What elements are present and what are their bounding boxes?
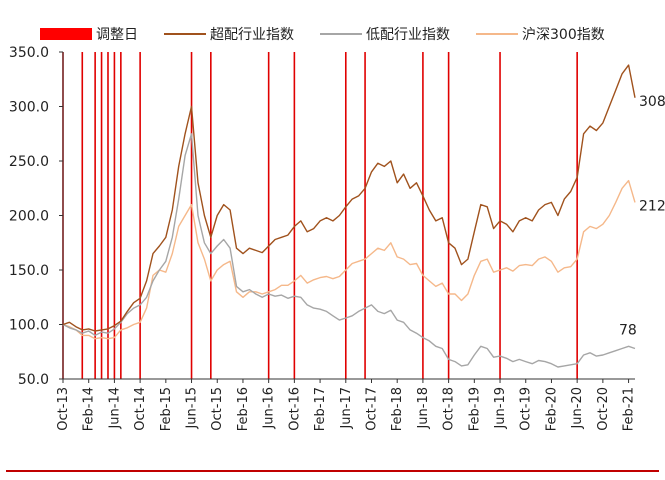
- legend-label-adjust: 调整日: [96, 27, 138, 43]
- end-label-high: 308: [639, 94, 665, 110]
- y-tick-label: 100.0: [9, 318, 49, 334]
- x-tick-label: Oct-20: [596, 387, 611, 431]
- x-tick-label: Feb-17: [313, 387, 328, 431]
- x-tick-label: Feb-14: [82, 387, 97, 431]
- x-tick-label: Jun-18: [416, 387, 431, 430]
- legend-label-underweight: 低配行业指数: [366, 27, 450, 43]
- x-tick-label: Jun-20: [570, 387, 585, 430]
- legend-item-underweight-index: 低配行业指数: [320, 24, 450, 44]
- end-label-hs300: 212: [639, 198, 665, 214]
- legend-item-hs300-index: 沪深300指数: [476, 24, 605, 44]
- y-tick-label: 250.0: [9, 154, 49, 170]
- x-tick-label: Jun-17: [339, 387, 354, 430]
- y-tick-label: 150.0: [9, 263, 49, 279]
- legend-label-hs300: 沪深300指数: [522, 27, 605, 43]
- x-tick-label: Feb-16: [236, 387, 251, 431]
- x-tick-label: Jun-15: [185, 387, 200, 430]
- x-tick-label: Oct-19: [519, 387, 534, 431]
- series-line-low: [62, 133, 636, 368]
- x-tick-label: Oct-17: [364, 387, 379, 431]
- end-label-low: 78: [619, 322, 637, 338]
- legend-swatch-overweight: [164, 33, 206, 35]
- x-tick-label: Feb-20: [544, 387, 559, 431]
- x-tick-label: Feb-21: [622, 387, 637, 431]
- x-tick-label: Oct-14: [133, 387, 148, 431]
- x-tick-label: Oct-16: [287, 387, 302, 431]
- legend-item-adjust-dates: 调整日: [40, 24, 138, 44]
- x-tick-label: Jun-16: [262, 387, 277, 430]
- series-line-hs300: [62, 179, 636, 340]
- y-tick-label: 300.0: [9, 100, 49, 116]
- series-line-high: [62, 64, 636, 332]
- y-tick-label: 50.0: [18, 372, 49, 388]
- legend-swatch-underweight: [320, 33, 362, 35]
- x-tick-label: Feb-18: [390, 387, 405, 431]
- legend-item-overweight-index: 超配行业指数: [164, 24, 294, 44]
- bottom-divider: [6, 470, 659, 472]
- x-tick-label: Jun-14: [107, 387, 122, 430]
- legend-swatch-adjust: [40, 28, 92, 40]
- y-tick-label: 350.0: [9, 45, 49, 61]
- legend-label-overweight: 超配行业指数: [210, 27, 294, 43]
- x-tick-label: Oct-13: [56, 387, 71, 431]
- x-tick-label: Oct-15: [210, 387, 225, 431]
- x-tick-label: Feb-19: [467, 387, 482, 431]
- x-tick-label: Oct-18: [442, 387, 457, 431]
- legend-swatch-hs300: [476, 33, 518, 35]
- y-tick-label: 200.0: [9, 209, 49, 225]
- x-tick-label: Jun-19: [493, 387, 508, 430]
- x-tick-label: Feb-15: [159, 387, 174, 431]
- legend: 调整日 超配行业指数 低配行业指数 沪深300指数: [40, 24, 605, 44]
